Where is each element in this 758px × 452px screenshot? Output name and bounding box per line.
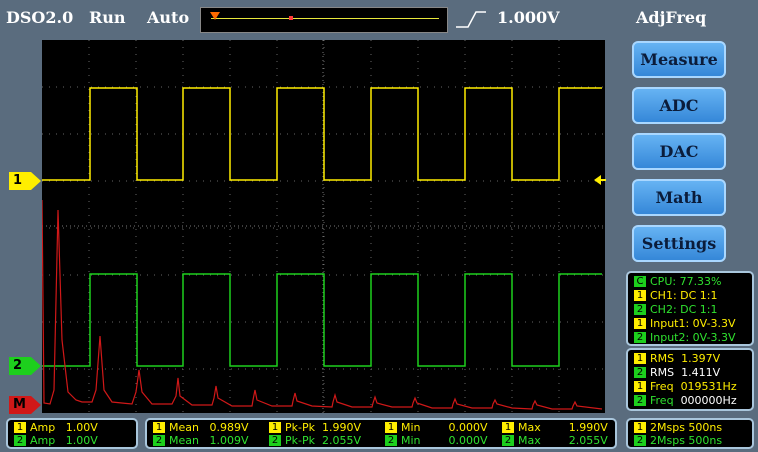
- trigger-level-value[interactable]: 1.000V: [497, 8, 560, 27]
- input1-range: 1 Input1: 0V-3.3V: [634, 318, 736, 330]
- trigger-position-icon[interactable]: [210, 12, 220, 20]
- ch1-marker-label: 1: [13, 173, 23, 188]
- math-button[interactable]: Math: [632, 179, 726, 216]
- waveform-graph: [41, 40, 605, 413]
- ch1-rms: 1 RMS 1.397V: [634, 353, 720, 365]
- trigger-center-marker: [289, 16, 293, 20]
- graticule: [42, 40, 605, 413]
- ch2-amp[interactable]: 2 Amp 1.00V: [14, 435, 98, 447]
- adc-button[interactable]: ADC: [632, 87, 726, 124]
- ch1-min: 1 Min 0.000V: [385, 422, 488, 434]
- ch1-marker[interactable]: 1: [9, 172, 41, 190]
- trigger-mode-button[interactable]: Auto: [147, 8, 190, 27]
- ch1-amp[interactable]: 1 Amp 1.00V: [14, 422, 98, 434]
- ch1-max: 1 Max 1.990V: [502, 422, 608, 434]
- ch2-pkpk: 2 Pk-Pk 2.055V: [269, 435, 361, 447]
- ch2-max: 2 Max 2.055V: [502, 435, 608, 447]
- stats-panel: 1 Mean 0.989V 2 Mean 1.009V 1 Pk-Pk 1.990V …: [145, 418, 617, 449]
- timebase-panel: 1 2Msps 500ns 2 2Msps 500ns: [626, 418, 754, 449]
- ch2-marker-label: 2: [13, 358, 23, 373]
- rising-edge-icon[interactable]: [454, 9, 488, 29]
- ch1-freq: 1 Freq 019531Hz: [634, 381, 737, 393]
- ch2-mean: 2 Mean 1.009V: [153, 435, 249, 447]
- math-marker-label: M: [13, 397, 26, 412]
- ch2-marker[interactable]: 2: [9, 357, 41, 375]
- ch1-mean: 1 Mean 0.989V: [153, 422, 249, 434]
- waveform-display[interactable]: [41, 40, 606, 413]
- ch2-trace: [42, 273, 602, 367]
- dac-button[interactable]: DAC: [632, 133, 726, 170]
- top-bar: DSO2.0 Run Auto 1.000V AdjFreq: [0, 0, 758, 38]
- ch2-min: 2 Min 0.000V: [385, 435, 488, 447]
- ch1-timebase[interactable]: 1 2Msps 500ns: [634, 422, 722, 434]
- ch2-freq: 2 Freq 000000Hz: [634, 395, 737, 407]
- status-panel: C CPU: 77.33% 1 CH1: DC 1:1 2 CH2: DC 1:1 1…: [626, 271, 754, 346]
- ch1-pkpk: 1 Pk-Pk 1.990V: [269, 422, 361, 434]
- math-marker[interactable]: M: [9, 396, 41, 414]
- ch2-timebase[interactable]: 2 2Msps 500ns: [634, 435, 722, 447]
- trigger-track: [211, 18, 439, 19]
- ch1-trace: [42, 87, 602, 181]
- function-mode-label: AdjFreq: [636, 8, 707, 27]
- trigger-level-arrow-icon[interactable]: [594, 174, 606, 186]
- measurement-panel: 1 RMS 1.397V 2 RMS 1.411V 1 Freq 019531Hz 2…: [626, 348, 754, 411]
- ch2-rms: 2 RMS 1.411V: [634, 367, 720, 379]
- run-state-button[interactable]: Run: [89, 8, 126, 27]
- ch1-coupling: 1 CH1: DC 1:1: [634, 290, 718, 302]
- trigger-position-bar[interactable]: [200, 7, 448, 33]
- app-title: DSO2.0: [6, 8, 74, 27]
- cpu-status: C CPU: 77.33%: [634, 276, 722, 288]
- ch2-coupling: 2 CH2: DC 1:1: [634, 304, 718, 316]
- input2-range: 2 Input2: 0V-3.3V: [634, 332, 736, 344]
- measure-button[interactable]: Measure: [632, 41, 726, 78]
- math-fft-trace: [41, 199, 603, 410]
- amp-panel: 1 Amp 1.00V 2 Amp 1.00V: [6, 418, 138, 449]
- settings-button[interactable]: Settings: [632, 225, 726, 262]
